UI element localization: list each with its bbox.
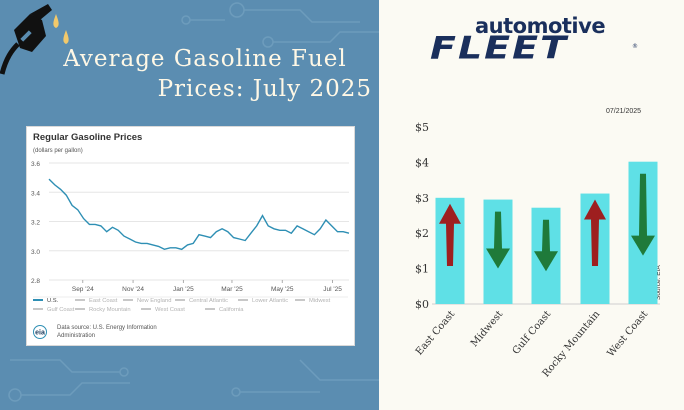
right-panel: automotive FLEET [379, 0, 684, 410]
inset-gasoline-chart: Regular Gasoline Prices (dollars per gal… [26, 126, 355, 346]
inset-legend-item: U.S. [47, 298, 59, 304]
inset-legend-item: Central Atlantic [189, 298, 228, 304]
inset-y-tick-label: 3.2 [31, 220, 40, 227]
inset-legend-item: New England [137, 298, 171, 304]
chart-date: 07/21/2025 [606, 108, 642, 115]
inset-legend-item: Rocky Mountain [89, 307, 131, 313]
inset-x-tick-label: Nov '24 [122, 286, 144, 293]
inset-legend-item: Lower Atlantic [252, 298, 288, 304]
headline-line-2: Prices: July 2025 [157, 76, 372, 102]
logo-text-bottom: FLEET [430, 30, 569, 67]
inset-x-tick-label: Jan '25 [173, 286, 194, 293]
inset-legend-item: Midwest [309, 298, 331, 304]
eia-logo-text: eia [35, 330, 45, 337]
inset-x-tick-label: Mar '25 [221, 286, 243, 293]
inset-chart-title: Regular Gasoline Prices [33, 132, 143, 143]
inset-legend-item: Gulf Coast [47, 307, 75, 313]
logo-text-top: automotive [475, 14, 606, 38]
inset-x-tick-label: Sep '24 [72, 286, 94, 293]
inset-y-tick-label: 2.8 [31, 278, 40, 285]
us-price-line [48, 178, 350, 251]
inset-legend-item: California [219, 307, 244, 313]
inset-y-tick-label: 3.4 [31, 190, 40, 197]
headline-line-1: Average Gasoline Fuel [63, 46, 347, 72]
inset-y-tick-label: 3.6 [31, 161, 40, 168]
inset-legend-item: East Coast [89, 298, 118, 304]
inset-y-tick-label: 3.0 [31, 249, 40, 256]
circuit-decoration [8, 2, 379, 402]
fuel-nozzle-icon [0, 4, 69, 75]
inset-source-line-2: Administration [57, 333, 95, 339]
inset-chart-plot: 3.6 3.4 3.2 3.0 2.8 Sep '24 Nov '24 Jan '25 Mar … [31, 161, 350, 339]
inset-x-tick-label: Jul '25 [323, 286, 342, 293]
left-panel: Average Gasoline Fuel Prices: July 2025 … [0, 0, 379, 410]
eia-logo-icon [33, 325, 47, 339]
inset-source-line-1: Data source: U.S. Energy Information [57, 325, 157, 331]
chart-source: Source: EIA [655, 265, 662, 300]
inset-legend-item: West Coast [155, 307, 185, 313]
inset-x-tick-label: May '25 [271, 286, 294, 293]
inset-chart-units: (dollars per gallon) [33, 148, 83, 154]
